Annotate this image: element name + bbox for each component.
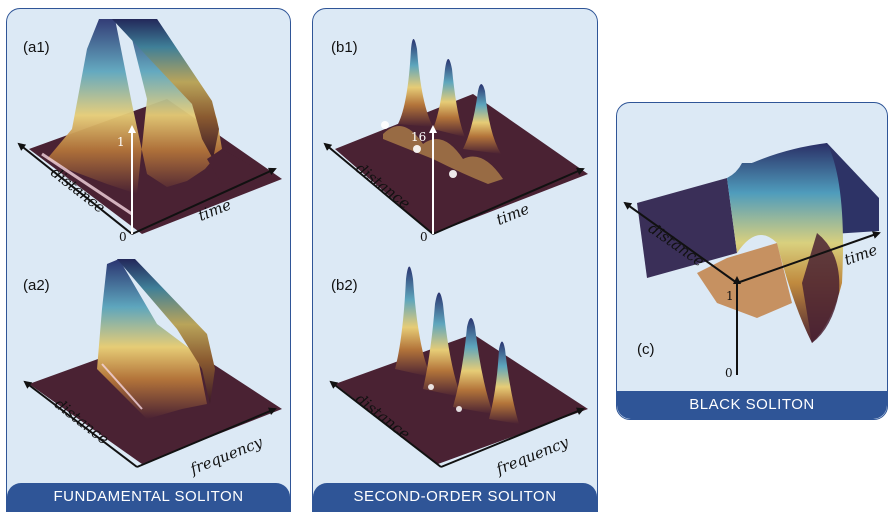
fundamental-soliton-panel: distance time 1 0 distance frequency (a1… bbox=[6, 8, 291, 512]
b2-frequency-axis bbox=[440, 407, 585, 468]
a2-ridge-face bbox=[97, 259, 207, 419]
a1-tick-top: 1 bbox=[117, 135, 125, 149]
c-tick-origin: 0 bbox=[725, 366, 733, 380]
b1-glint-3 bbox=[449, 170, 457, 178]
a1-time-axis bbox=[131, 167, 277, 235]
b2-peak-3 bbox=[453, 318, 493, 414]
c-plateau-left bbox=[637, 178, 737, 278]
a1-label: (a1) bbox=[23, 39, 50, 56]
a1-highlight bbox=[41, 152, 133, 216]
c-distance-axis bbox=[623, 201, 738, 284]
b1-peak-2 bbox=[433, 59, 465, 137]
a1-ridge-side bbox=[112, 19, 219, 159]
a2-distance-axis bbox=[23, 380, 138, 468]
a2-frequency-axis bbox=[136, 407, 277, 468]
second-order-soliton-panel: distance time 16 0 distance frequency (b… bbox=[312, 8, 598, 512]
b1-glint-1 bbox=[381, 121, 389, 129]
b1-distance-axis bbox=[323, 142, 434, 235]
c-tick-top: 1 bbox=[726, 289, 734, 303]
b2-peak-2 bbox=[423, 292, 461, 397]
b2-glint-1 bbox=[428, 384, 434, 390]
fundamental-soliton-banner: FUNDAMENTAL SOLITON bbox=[7, 483, 290, 511]
a1-distance-axis bbox=[17, 142, 133, 235]
b2-peak-1 bbox=[395, 266, 431, 377]
second-order-soliton-banner: SECOND-ORDER SOLITON bbox=[313, 483, 597, 511]
a1-tick-origin: 0 bbox=[119, 230, 127, 244]
a1-tail bbox=[207, 149, 257, 184]
b1-tick-top: 16 bbox=[411, 130, 426, 144]
a2-label: (a2) bbox=[23, 277, 50, 294]
b1-time-axis bbox=[432, 167, 585, 235]
black-soliton-panel: distance time 1 0 (c) BLACK SOLITON bbox=[616, 102, 888, 420]
a2-highlight bbox=[101, 363, 143, 410]
second-order-soliton-plots: distance time 16 0 distance frequency bbox=[323, 39, 588, 479]
b1-bump-row bbox=[383, 126, 503, 184]
c-time-axis bbox=[736, 231, 881, 284]
b1-peak-1 bbox=[398, 39, 433, 127]
c-label: (c) bbox=[637, 341, 655, 358]
black-soliton-banner: BLACK SOLITON bbox=[617, 391, 887, 419]
black-soliton-plot: distance time 1 0 bbox=[623, 143, 881, 380]
b1-peak-3 bbox=[463, 84, 501, 154]
fundamental-soliton-plots: distance time 1 0 distance frequency bbox=[17, 19, 282, 479]
b2-frequency-label: frequency bbox=[493, 433, 572, 479]
a2-ridge-side bbox=[117, 259, 215, 404]
b2-label: (b2) bbox=[331, 277, 358, 294]
c-wall-shade bbox=[802, 233, 840, 343]
b1-label: (b1) bbox=[331, 39, 358, 56]
b2-distance-axis bbox=[329, 380, 442, 468]
b2-glint-2 bbox=[456, 406, 462, 412]
b1-tick-origin: 0 bbox=[420, 230, 428, 244]
b1-glint-2 bbox=[413, 145, 421, 153]
b2-peak-4 bbox=[489, 341, 519, 424]
